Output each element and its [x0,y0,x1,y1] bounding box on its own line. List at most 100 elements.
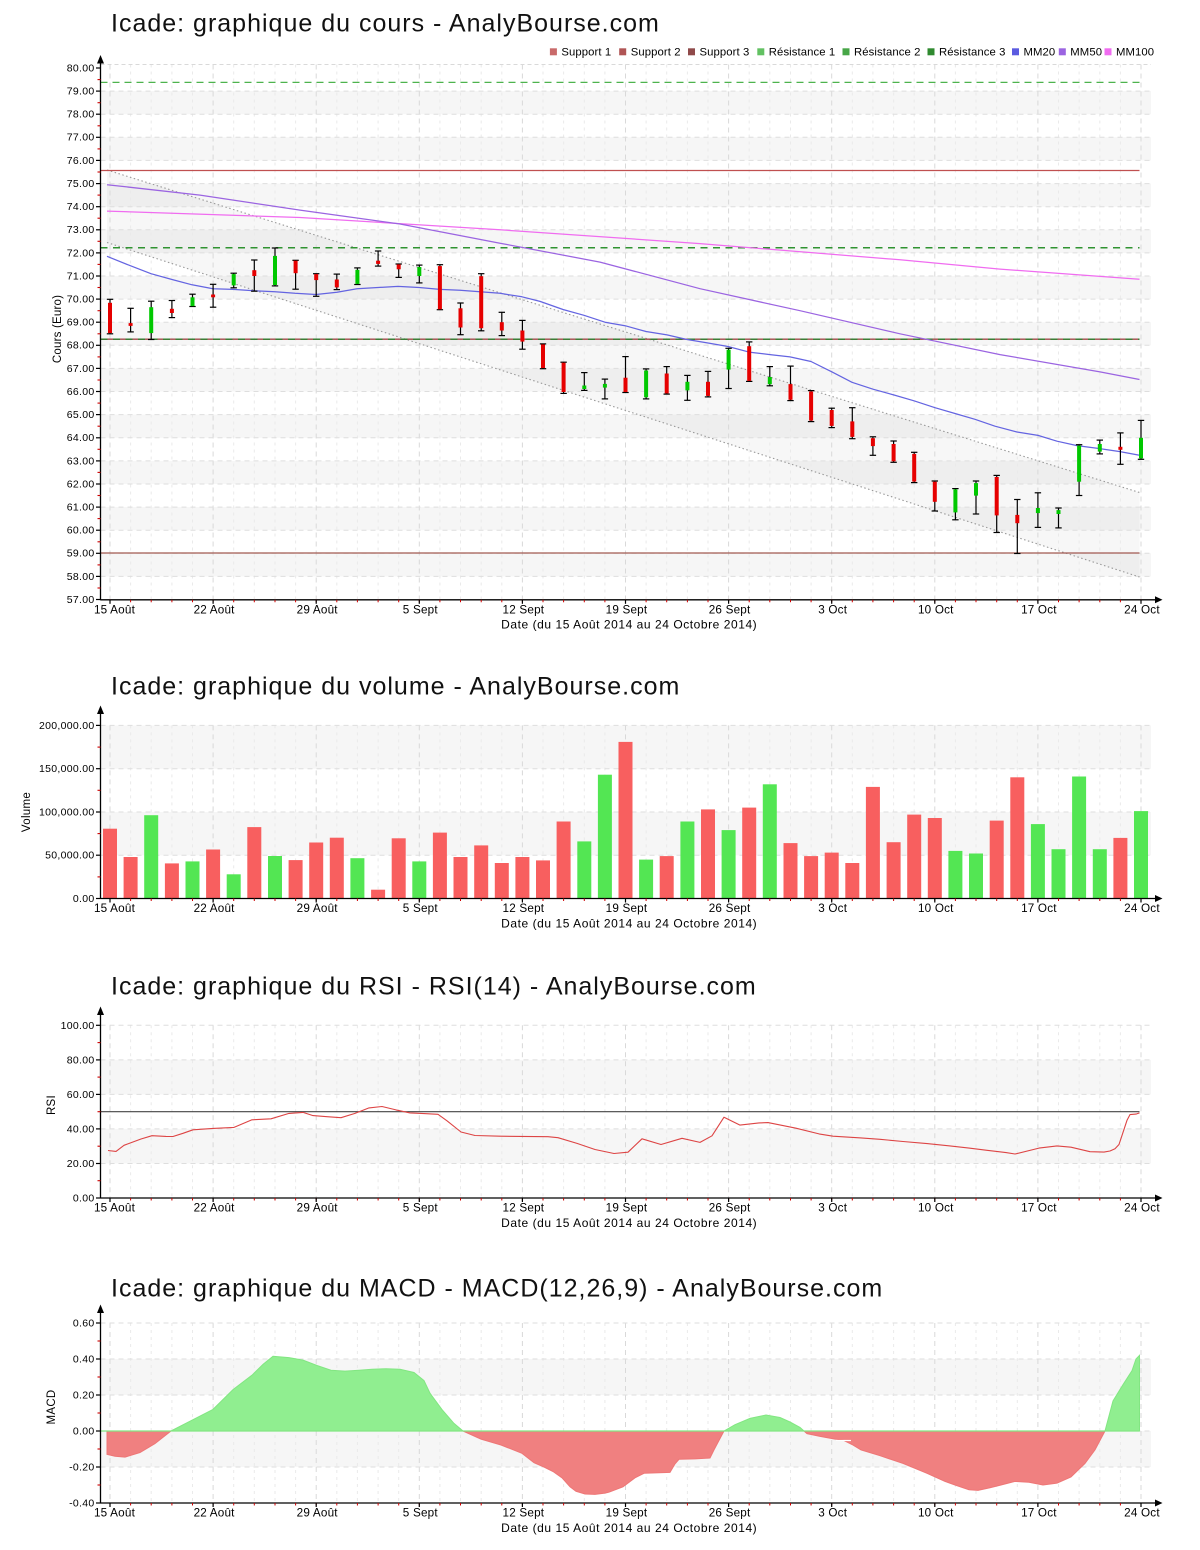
svg-text:60.00: 60.00 [67,525,95,537]
svg-text:10 Oct: 10 Oct [918,1507,954,1520]
svg-text:65.00: 65.00 [67,409,95,421]
svg-text:0.40: 0.40 [73,1353,95,1365]
svg-text:26 Sept: 26 Sept [709,902,751,915]
svg-text:5 Sept: 5 Sept [403,1202,439,1215]
svg-text:100.00: 100.00 [61,1020,95,1032]
svg-text:MM100: MM100 [1116,47,1154,59]
svg-text:-0.40: -0.40 [69,1497,94,1509]
svg-text:57.00: 57.00 [67,594,95,606]
svg-text:MACD: MACD [46,1389,58,1424]
svg-text:0.60: 0.60 [73,1317,95,1329]
svg-text:Icade: graphique du MACD - MAC: Icade: graphique du MACD - MACD(12,26,9)… [111,1275,883,1303]
svg-text:26 Sept: 26 Sept [709,1507,751,1520]
svg-text:80.00: 80.00 [67,62,95,74]
svg-text:Support 3: Support 3 [700,47,750,59]
svg-text:5 Sept: 5 Sept [403,1507,439,1520]
svg-text:50,000.00: 50,000.00 [45,850,94,862]
svg-text:58.00: 58.00 [67,571,95,583]
svg-text:5 Sept: 5 Sept [403,902,439,915]
svg-text:5 Sept: 5 Sept [403,603,439,616]
svg-text:150,000.00: 150,000.00 [39,763,95,775]
svg-text:RSI: RSI [46,1095,58,1115]
svg-text:24 Oct: 24 Oct [1124,603,1160,616]
svg-text:10 Oct: 10 Oct [918,603,954,616]
svg-text:Icade: graphique du RSI - RSI(: Icade: graphique du RSI - RSI(14) - Anal… [111,973,757,1001]
svg-text:10 Oct: 10 Oct [918,902,954,915]
svg-text:24 Oct: 24 Oct [1124,1507,1160,1520]
svg-text:71.00: 71.00 [67,270,95,282]
svg-text:24 Oct: 24 Oct [1124,902,1160,915]
svg-text:0.00: 0.00 [73,893,95,905]
svg-text:15 Août: 15 Août [94,1507,136,1520]
svg-text:77.00: 77.00 [67,132,95,144]
svg-text:29 Août: 29 Août [297,1507,339,1520]
svg-text:78.00: 78.00 [67,109,95,121]
svg-text:Résistance 3: Résistance 3 [939,47,1006,59]
svg-text:17 Oct: 17 Oct [1021,1202,1057,1215]
svg-text:-0.20: -0.20 [69,1461,94,1473]
svg-text:17 Oct: 17 Oct [1021,603,1057,616]
svg-text:Icade: graphique du volume - A: Icade: graphique du volume - AnalyBourse… [111,673,680,701]
svg-text:Volume: Volume [21,792,33,832]
svg-text:70.00: 70.00 [67,294,95,306]
svg-text:76.00: 76.00 [67,155,95,167]
svg-text:Date (du 15 Août 2014 au 24 Oc: Date (du 15 Août 2014 au 24 Octobre 2014… [501,1521,757,1535]
svg-text:20.00: 20.00 [67,1158,95,1170]
svg-text:Date (du 15 Août 2014 au 24 Oc: Date (du 15 Août 2014 au 24 Octobre 2014… [501,1216,757,1230]
svg-text:12 Sept: 12 Sept [503,603,545,616]
svg-text:15 Août: 15 Août [94,1202,136,1215]
svg-text:10 Oct: 10 Oct [918,1202,954,1215]
svg-text:40.00: 40.00 [67,1123,95,1135]
svg-text:19 Sept: 19 Sept [606,1202,648,1215]
svg-text:59.00: 59.00 [67,548,95,560]
svg-text:Support 2: Support 2 [631,47,681,59]
svg-text:12 Sept: 12 Sept [503,1202,545,1215]
svg-text:Résistance 2: Résistance 2 [854,47,921,59]
svg-text:67.00: 67.00 [67,363,95,375]
svg-text:0.00: 0.00 [73,1425,95,1437]
svg-text:3 Oct: 3 Oct [818,1202,847,1215]
svg-text:29 Août: 29 Août [297,603,339,616]
svg-text:29 Août: 29 Août [297,1202,339,1215]
svg-text:22 Août: 22 Août [194,603,236,616]
svg-text:Cours (Euro): Cours (Euro) [52,295,64,363]
svg-text:22 Août: 22 Août [194,1507,236,1520]
svg-text:19 Sept: 19 Sept [606,603,648,616]
svg-text:62.00: 62.00 [67,478,95,490]
svg-text:Support 1: Support 1 [561,47,611,59]
svg-text:68.00: 68.00 [67,340,95,352]
svg-text:Résistance 1: Résistance 1 [769,47,836,59]
svg-text:0.00: 0.00 [73,1192,95,1204]
svg-text:64.00: 64.00 [67,432,95,444]
svg-text:63.00: 63.00 [67,455,95,467]
svg-text:26 Sept: 26 Sept [709,603,751,616]
svg-text:24 Oct: 24 Oct [1124,1202,1160,1215]
svg-text:75.00: 75.00 [67,178,95,190]
svg-text:0.20: 0.20 [73,1389,95,1401]
svg-text:Icade: graphique du cours - An: Icade: graphique du cours - AnalyBourse.… [111,10,660,38]
svg-text:15 Août: 15 Août [94,902,136,915]
svg-text:3 Oct: 3 Oct [818,902,847,915]
svg-text:3 Oct: 3 Oct [818,603,847,616]
svg-text:MM50: MM50 [1070,47,1102,59]
svg-text:73.00: 73.00 [67,224,95,236]
svg-text:26 Sept: 26 Sept [709,1202,751,1215]
svg-text:Date (du 15 Août 2014 au 24 Oc: Date (du 15 Août 2014 au 24 Octobre 2014… [501,618,757,632]
svg-text:22 Août: 22 Août [194,1202,236,1215]
svg-text:22 Août: 22 Août [194,902,236,915]
svg-text:MM20: MM20 [1024,47,1056,59]
svg-text:17 Oct: 17 Oct [1021,1507,1057,1520]
svg-text:17 Oct: 17 Oct [1021,902,1057,915]
svg-text:61.00: 61.00 [67,502,95,514]
svg-text:12 Sept: 12 Sept [503,902,545,915]
svg-text:15 Août: 15 Août [94,603,136,616]
svg-text:74.00: 74.00 [67,201,95,213]
svg-text:80.00: 80.00 [67,1054,95,1066]
svg-text:72.00: 72.00 [67,247,95,259]
svg-text:19 Sept: 19 Sept [606,902,648,915]
svg-text:60.00: 60.00 [67,1089,95,1101]
svg-text:3 Oct: 3 Oct [818,1507,847,1520]
svg-text:200,000.00: 200,000.00 [39,720,95,732]
svg-text:29 Août: 29 Août [297,902,339,915]
svg-text:100,000.00: 100,000.00 [39,806,95,818]
